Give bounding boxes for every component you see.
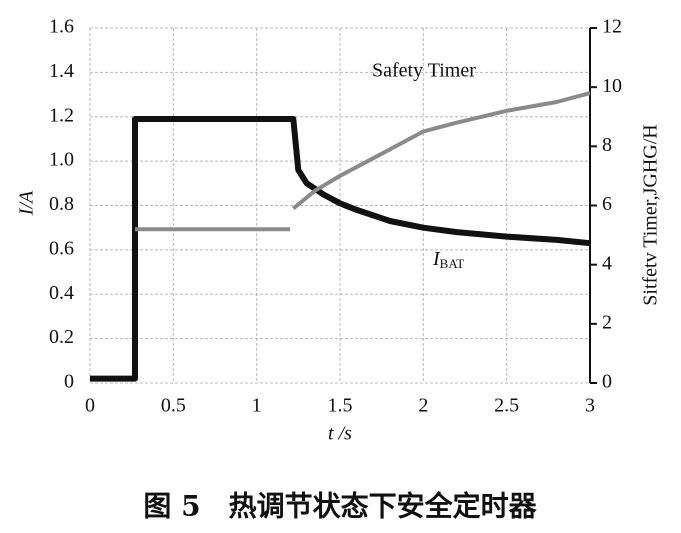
x-tick-label: 3 xyxy=(585,395,595,417)
x-tick-label: 2.5 xyxy=(494,395,519,417)
y2-axis-label: Sitfetv Timer,JGHG/H xyxy=(640,124,662,305)
x-tick-label: 1 xyxy=(252,395,262,417)
y2-tick-label: 0 xyxy=(602,371,612,393)
y2-tick-label: 2 xyxy=(602,311,612,333)
y-axis-label: I/A xyxy=(16,190,38,216)
x-tick-label: 0 xyxy=(85,395,95,417)
y2-tick-label: 6 xyxy=(602,193,612,215)
x-tick-label: 2 xyxy=(418,395,428,417)
y2-tick-label: 12 xyxy=(602,16,622,38)
y-tick-label: 0 xyxy=(64,371,74,393)
x-axis-label: t /s xyxy=(328,423,352,445)
y-tick-label: 0.2 xyxy=(49,326,74,348)
y-tick-label: 1.0 xyxy=(49,149,74,171)
y-tick-label: 0.4 xyxy=(49,282,74,304)
y-tick-label: 1.2 xyxy=(49,104,74,126)
x-tick-label: 1.5 xyxy=(328,395,353,417)
legend-label: IBAT xyxy=(432,248,464,271)
y-tick-label: 0.8 xyxy=(49,193,74,215)
legend-label: Safety Timer xyxy=(372,60,476,82)
series-line xyxy=(135,91,591,232)
y-tick-label: 1.4 xyxy=(49,60,74,82)
y2-tick-label: 4 xyxy=(602,252,612,274)
series-line xyxy=(90,116,591,382)
y-tick-label: 1.6 xyxy=(49,16,74,38)
y2-tick-label: 8 xyxy=(602,134,612,156)
x-tick-label: 0.5 xyxy=(161,395,186,417)
y2-tick-label: 10 xyxy=(602,75,622,97)
y-tick-label: 0.6 xyxy=(49,237,74,259)
caption: 图 5 热调节状态下安全定时器 xyxy=(143,490,537,523)
